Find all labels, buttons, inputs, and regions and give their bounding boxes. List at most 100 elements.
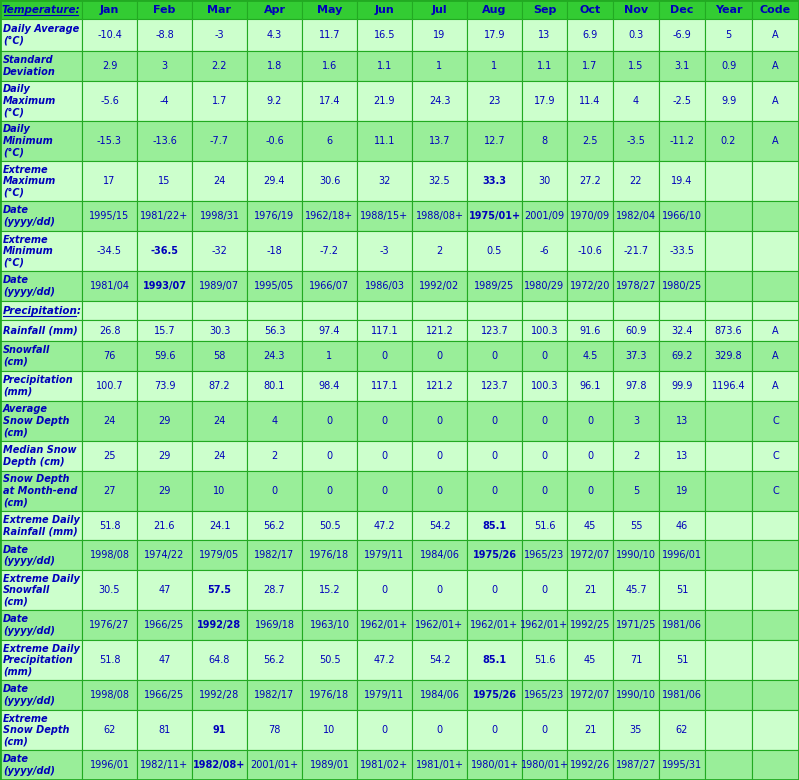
Bar xyxy=(247,371,302,401)
Bar xyxy=(522,201,567,231)
Bar xyxy=(705,611,752,640)
Bar xyxy=(302,680,357,710)
Bar xyxy=(82,710,137,750)
Bar xyxy=(302,231,357,271)
Bar xyxy=(467,710,522,750)
Text: Temperature:: Temperature: xyxy=(2,5,81,15)
Bar xyxy=(567,301,613,320)
Text: Apr: Apr xyxy=(264,5,285,15)
Bar xyxy=(357,19,412,51)
Text: 0: 0 xyxy=(587,451,593,461)
Bar xyxy=(412,441,467,470)
Text: -8.8: -8.8 xyxy=(155,30,174,40)
Bar xyxy=(659,371,705,401)
Bar xyxy=(0,121,82,161)
Bar xyxy=(705,121,752,161)
Bar xyxy=(0,80,82,121)
Bar xyxy=(247,320,302,341)
Text: C: C xyxy=(772,416,779,426)
Text: 1962/01+: 1962/01+ xyxy=(471,620,519,630)
Text: 0: 0 xyxy=(542,351,547,361)
Text: 8: 8 xyxy=(542,136,547,146)
Text: Dec: Dec xyxy=(670,5,694,15)
Bar xyxy=(0,320,82,341)
Bar xyxy=(522,121,567,161)
Text: 1992/26: 1992/26 xyxy=(570,760,610,770)
Text: -7.7: -7.7 xyxy=(210,136,229,146)
Text: 76: 76 xyxy=(103,351,116,361)
Text: 24: 24 xyxy=(213,416,225,426)
Bar xyxy=(659,570,705,611)
Text: 57.5: 57.5 xyxy=(208,585,232,595)
Bar xyxy=(247,161,302,201)
Bar xyxy=(247,570,302,611)
Bar xyxy=(247,710,302,750)
Text: 2.2: 2.2 xyxy=(212,61,227,71)
Bar xyxy=(302,611,357,640)
Bar xyxy=(302,201,357,231)
Bar xyxy=(0,51,82,80)
Bar xyxy=(302,51,357,80)
Text: 73.9: 73.9 xyxy=(153,381,175,391)
Text: 1979/11: 1979/11 xyxy=(364,690,404,700)
Text: 32.4: 32.4 xyxy=(671,326,693,335)
Text: -10.6: -10.6 xyxy=(578,246,602,256)
Text: 5: 5 xyxy=(725,30,732,40)
Bar xyxy=(522,371,567,401)
Text: 71: 71 xyxy=(630,655,642,665)
Text: 1981/02+: 1981/02+ xyxy=(360,760,408,770)
Bar xyxy=(613,301,659,320)
Bar xyxy=(192,470,247,511)
Bar xyxy=(467,231,522,271)
Bar xyxy=(613,640,659,680)
Text: 22: 22 xyxy=(630,176,642,186)
Text: 2.5: 2.5 xyxy=(582,136,598,146)
Bar xyxy=(247,541,302,570)
Text: A: A xyxy=(772,61,779,71)
Bar xyxy=(659,201,705,231)
Bar xyxy=(137,320,192,341)
Bar xyxy=(82,301,137,320)
Bar xyxy=(705,80,752,121)
Bar xyxy=(137,640,192,680)
Text: 2001/01+: 2001/01+ xyxy=(250,760,299,770)
Text: 55: 55 xyxy=(630,521,642,530)
Text: 59.6: 59.6 xyxy=(153,351,175,361)
Bar xyxy=(467,271,522,301)
Bar xyxy=(567,161,613,201)
Bar xyxy=(357,570,412,611)
Bar xyxy=(247,201,302,231)
Text: 1988/15+: 1988/15+ xyxy=(360,211,408,222)
Text: 2001/09: 2001/09 xyxy=(524,211,565,222)
Text: -3: -3 xyxy=(380,246,389,256)
Text: 1995/31: 1995/31 xyxy=(662,760,702,770)
Bar xyxy=(705,271,752,301)
Text: 0: 0 xyxy=(491,451,498,461)
Text: 1993/07: 1993/07 xyxy=(142,281,186,291)
Bar xyxy=(82,80,137,121)
Text: 45: 45 xyxy=(584,655,596,665)
Bar xyxy=(0,441,82,470)
Bar xyxy=(302,640,357,680)
Bar xyxy=(357,341,412,371)
Bar xyxy=(82,51,137,80)
Text: 1979/11: 1979/11 xyxy=(364,551,404,560)
Bar xyxy=(467,320,522,341)
Bar xyxy=(752,710,799,750)
Bar xyxy=(192,231,247,271)
Text: 29: 29 xyxy=(158,451,171,461)
Bar xyxy=(82,511,137,541)
Bar xyxy=(613,80,659,121)
Bar xyxy=(752,19,799,51)
Text: 51.6: 51.6 xyxy=(534,521,555,530)
Bar xyxy=(192,511,247,541)
Bar xyxy=(247,341,302,371)
Text: 1966/07: 1966/07 xyxy=(309,281,350,291)
Text: 0: 0 xyxy=(491,725,498,736)
Bar xyxy=(752,301,799,320)
Bar xyxy=(613,541,659,570)
Bar xyxy=(659,541,705,570)
Bar xyxy=(522,301,567,320)
Bar xyxy=(192,371,247,401)
Bar xyxy=(82,611,137,640)
